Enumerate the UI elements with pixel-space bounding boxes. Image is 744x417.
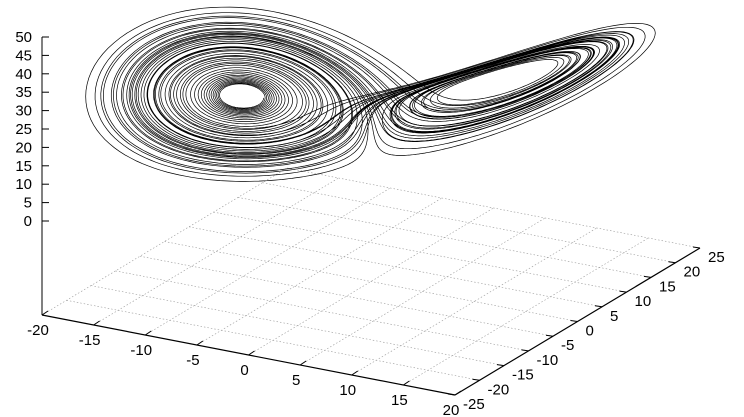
x-tick-mark [196,340,204,346]
y-tick-label: 20 [684,264,701,281]
x-tick-mark [41,310,49,316]
x-tick-label: -15 [79,332,101,349]
grid-line-x [351,227,597,376]
y-tick-label: -20 [488,381,510,398]
grid-line-x [403,237,649,386]
x-tick-mark [144,330,152,336]
y-tick-label: 5 [610,308,618,325]
y-tick-mark [643,275,652,278]
grid-line-y [139,255,554,337]
y-tick-mark [447,393,456,396]
x-tick-label: 15 [391,392,408,409]
x-tick-label: -10 [130,342,152,359]
grid-line-y [286,167,701,249]
y-tick-mark [619,290,627,293]
y-tick-label: 25 [708,249,725,266]
x-tick-label: 5 [292,372,300,389]
grid-line-y [90,285,505,366]
grid-line-y [66,300,480,381]
z-tick-label: 30 [15,103,32,120]
grid-line-x [299,217,546,366]
y-tick-mark [692,246,701,249]
y-tick-mark [496,364,505,367]
grid-line-y [188,226,603,308]
y-tick-label: -10 [537,352,559,369]
grid-line-x [41,167,288,316]
x-tick-label: 20 [443,402,460,417]
z-tick-label: 50 [15,29,32,46]
x-tick-label: -5 [186,352,199,369]
grid-line-y [164,241,578,322]
x-tick-mark [403,380,410,386]
z-tick-label: 25 [15,121,32,138]
z-tick-label: 45 [15,47,32,64]
grid-line-y [262,182,676,263]
axes [41,36,701,396]
z-tick-label: 40 [15,66,32,83]
y-tick-mark [570,320,578,322]
base-grid [41,167,701,396]
grid-line-x [145,187,391,336]
y-tick-label: -25 [463,396,485,413]
y-tick-label: 0 [586,323,594,340]
z-tick-label: 20 [15,139,32,156]
y-tick-mark [594,305,603,308]
x-tick-label: 0 [240,362,248,379]
grid-line-x [196,197,443,346]
x-tick-mark [299,360,307,366]
x-tick-mark [454,390,462,396]
y-tick-label: 10 [635,293,652,310]
x-tick-label: -20 [27,322,49,339]
y-tick-mark [668,261,676,264]
y-tick-label: -5 [561,337,574,354]
grid-line-y [237,197,652,278]
z-tick-label: 10 [15,176,32,193]
x-tick-mark [93,320,100,326]
grid-line-x [93,177,339,326]
y-tick-label: 15 [659,278,676,295]
z-tick-label: 0 [24,213,32,230]
grid-line-y [115,270,529,352]
x-tick-label: 10 [339,382,356,399]
y-tick-mark [545,334,554,337]
attractor-curve [85,6,656,182]
x-tick-mark [351,370,359,376]
x-tick-mark [248,350,255,356]
y-tick-mark [521,349,529,352]
y-tick-mark [472,378,480,381]
z-tick-label: 15 [15,158,32,175]
z-tick-label: 35 [15,84,32,101]
z-tick-label: 5 [24,195,32,212]
grid-line-x [248,207,494,356]
grid-line-y [213,211,627,293]
y-tick-label: -15 [512,367,534,384]
